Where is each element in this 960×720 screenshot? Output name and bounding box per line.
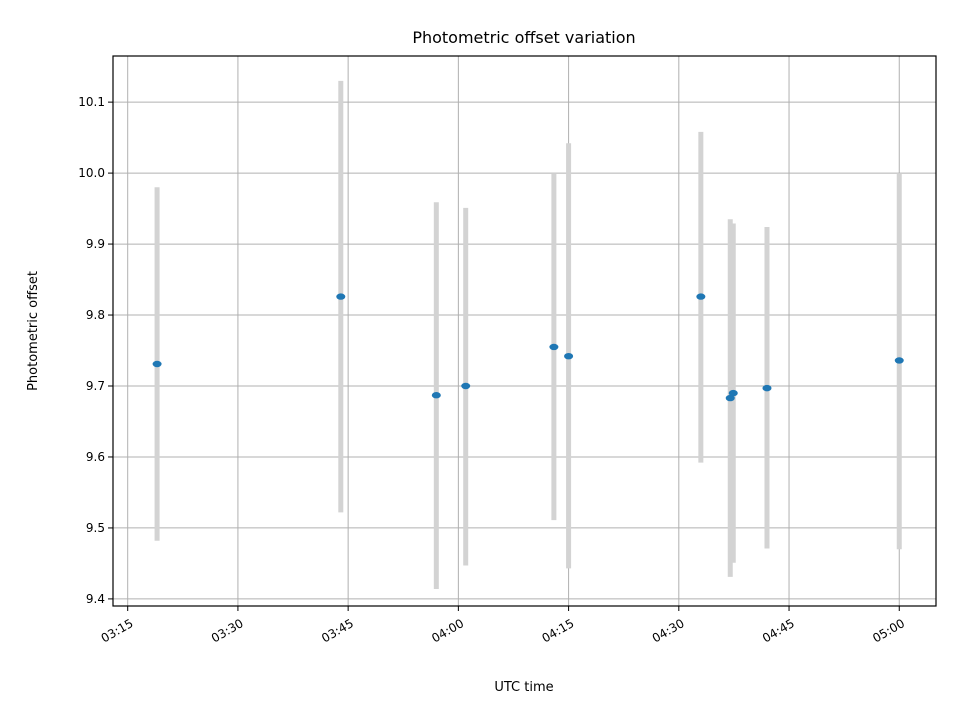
data-point xyxy=(152,360,162,368)
data-point xyxy=(762,384,772,392)
grid xyxy=(113,56,936,606)
x-tick-label: 04:30 xyxy=(650,616,687,645)
chart-title: Photometric offset variation xyxy=(412,28,635,47)
data-points xyxy=(152,293,904,402)
data-point xyxy=(549,343,559,351)
data-point xyxy=(431,392,441,399)
data-point xyxy=(696,293,706,300)
data-point xyxy=(725,394,735,402)
x-tick-label: 03:45 xyxy=(319,616,356,645)
x-tick-label: 04:15 xyxy=(540,616,577,645)
data-point xyxy=(336,293,346,300)
y-tick-label: 9.9 xyxy=(86,237,105,251)
y-tick-label: 10.0 xyxy=(78,166,105,180)
y-tick-label: 10.1 xyxy=(78,95,105,109)
data-point xyxy=(564,352,574,360)
y-tick-label: 9.5 xyxy=(86,521,105,535)
data-point xyxy=(894,357,904,364)
x-axis-ticks: 03:15 03:30 03:45 04:00 04:15 04:30 04:45 05:00 xyxy=(99,606,907,646)
data-point xyxy=(461,382,471,390)
y-axis-ticks: 9.4 9.5 9.6 9.7 9.8 9.9 10.0 10.1 xyxy=(78,95,113,606)
y-tick-label: 9.4 xyxy=(86,592,105,606)
x-tick-label: 03:15 xyxy=(99,616,136,645)
data-point xyxy=(728,389,738,397)
plot-frame xyxy=(112,55,937,607)
y-tick-label: 9.8 xyxy=(86,308,105,322)
x-axis-label: UTC time xyxy=(494,680,553,695)
error-bars xyxy=(154,80,902,589)
x-tick-label: 04:00 xyxy=(429,616,466,645)
y-axis-label: Photometric offset xyxy=(26,271,41,391)
y-tick-label: 9.6 xyxy=(86,450,105,464)
x-tick-label: 03:30 xyxy=(209,616,246,645)
x-tick-label: 05:00 xyxy=(870,616,907,645)
x-tick-label: 04:45 xyxy=(760,616,797,645)
y-tick-label: 9.7 xyxy=(86,379,105,393)
